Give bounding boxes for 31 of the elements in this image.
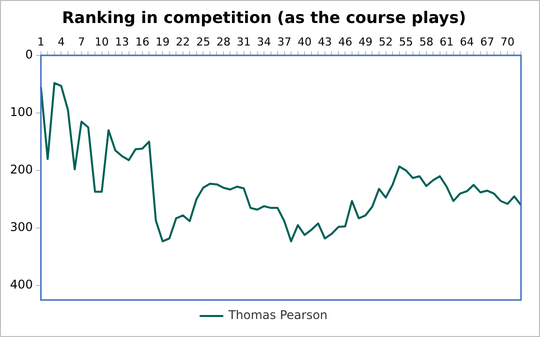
- y-tick-label: 300: [10, 220, 33, 234]
- x-tick-label: 61: [440, 36, 454, 49]
- x-tick-label: 31: [236, 36, 251, 49]
- x-tick-label: 22: [176, 36, 190, 49]
- x-tick-label: 13: [115, 36, 130, 49]
- x-tick-label: 46: [338, 36, 352, 49]
- x-tick-label: 7: [78, 36, 85, 49]
- y-tick-label: 200: [10, 162, 33, 177]
- x-tick-label: 10: [94, 36, 109, 49]
- x-tick-label: 43: [318, 36, 332, 49]
- x-tick-label: 40: [298, 36, 312, 49]
- x-tick-label: 1: [37, 36, 44, 49]
- x-tick-label: 34: [257, 36, 272, 49]
- x-tick-label: 49: [358, 36, 372, 49]
- x-tick-label: 58: [419, 36, 434, 49]
- x-tick-label: 4: [58, 36, 65, 49]
- x-tick-label: 52: [378, 36, 393, 49]
- y-tick-label: 100: [10, 105, 33, 120]
- x-tick-label: 67: [480, 36, 494, 49]
- x-tick-label: 37: [277, 36, 292, 49]
- x-tick-label: 19: [156, 36, 170, 49]
- x-tick-label: 25: [196, 36, 210, 49]
- x-tick-label: 16: [135, 36, 150, 49]
- x-tick-label: 28: [216, 36, 230, 49]
- chart-title: Ranking in competition (as the course plays): [62, 8, 466, 27]
- x-tick-label: 70: [500, 36, 514, 49]
- x-tick-label: 64: [460, 36, 474, 49]
- y-tick-label: 400: [10, 278, 33, 292]
- x-tick-label: 55: [399, 36, 414, 49]
- y-tick-label: 0: [25, 48, 33, 62]
- legend-label: Thomas Pearson: [227, 308, 328, 322]
